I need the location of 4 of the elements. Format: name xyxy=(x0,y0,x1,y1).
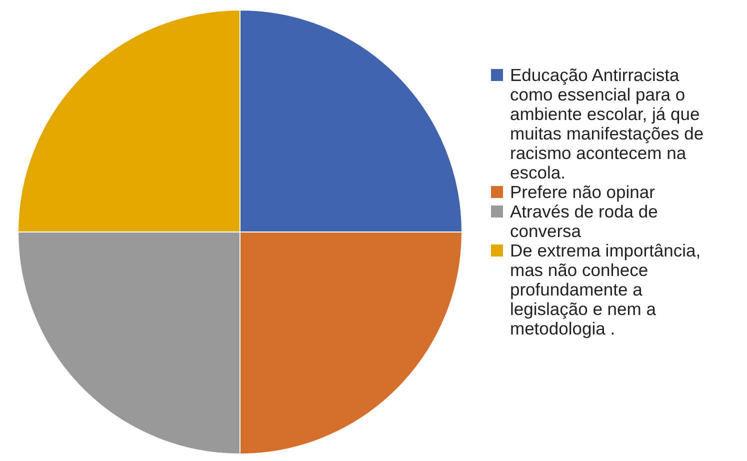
legend-label: Através de roda de conversa xyxy=(510,202,658,241)
legend-label: Prefere não opinar xyxy=(510,182,656,202)
legend-label: De extrema importância, mas não conhece profundamente a legislação e nem a metodologia . xyxy=(510,240,701,338)
legend-label: Educação Antirracista como essencial para o ambiente escolar, já que muitas manifestações de racismo acontecem na escola. xyxy=(510,65,704,182)
